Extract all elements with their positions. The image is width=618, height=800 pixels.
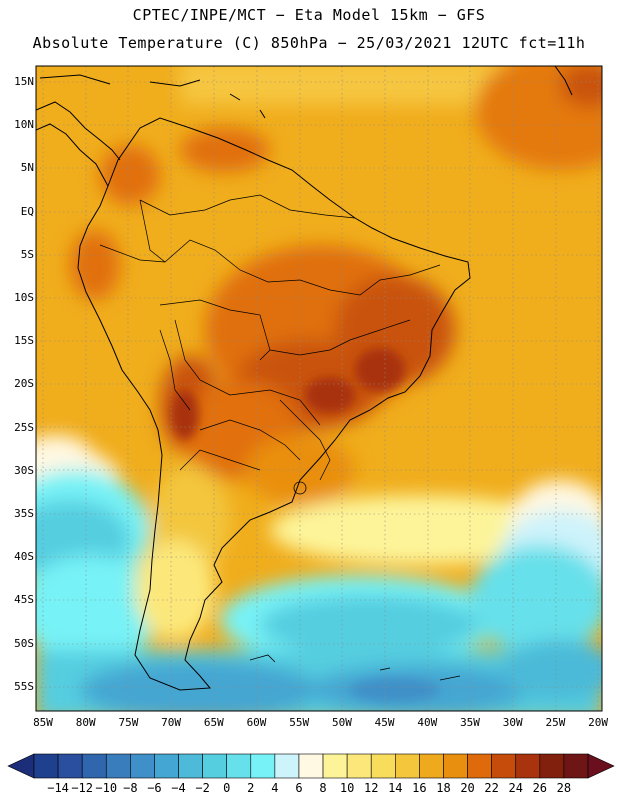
chart-title-line-2: Absolute Temperature (C) 850hPa − 25/03/… [32,34,586,52]
latitude-label: 50S [14,636,34,650]
longitude-label: 45W [374,716,395,729]
colorbar-swatch [563,753,589,779]
latitude-label: 10N [14,118,34,132]
colorbar-arrow-left [7,753,35,779]
colorbar-tick-label: 18 [436,781,451,795]
colorbar-swatch [130,753,155,779]
latitude-label: 40S [14,550,34,564]
latitude-label: 5S [20,247,34,261]
colorbar-tick-label: −8 [123,781,138,795]
colorbar-swatch [81,753,107,779]
colorbar-swatch [154,753,179,779]
temperature-field [36,66,602,711]
longitude-label: 25W [545,716,566,729]
colorbar-tick-label: 2 [247,781,255,795]
colorbar-tick-label: 12 [363,781,379,795]
colorbar-tick-label: −4 [171,781,186,795]
colorbar-swatch [298,753,324,779]
latitude-label: EQ [20,204,34,218]
colorbar-tick-label: 26 [532,781,548,795]
colorbar-tick-label: 16 [412,781,427,795]
colorbar-tick-label: −14 [47,781,69,795]
colorbar-swatch [467,753,492,779]
latitude-label: 15N [14,75,34,88]
colorbar-tick-label: 8 [319,781,327,795]
colorbar-swatch [443,753,468,779]
colorbar-swatch [370,753,396,779]
latitude-label: 15S [14,334,34,348]
coastline-central-america [36,101,121,187]
colorbar-swatch [539,753,565,779]
colorbar-tick-label: 28 [556,781,572,795]
colorbar-swatch [515,753,541,779]
longitude-label: 30W [502,716,523,729]
colorbar-arrow-right [587,753,615,779]
colorbar-swatch [395,753,420,779]
country-borders [99,194,441,481]
latitude-label: 55S [14,679,34,693]
latitude-label: 35S [14,507,34,520]
colorbar-tick-label: 0 [223,781,231,795]
colorbar-swatch [202,753,227,779]
latitude-label: 5N [20,161,34,175]
latitude-label: 25S [14,420,34,434]
colorbar-tick-label: −6 [147,781,162,795]
colorbar-tick-label: −12 [71,781,94,795]
colorbar-tick-label: −10 [95,781,118,795]
longitude-label: 20W [588,716,609,729]
longitude-label: 55W [289,716,310,729]
colorbar-swatch [33,753,59,779]
chart-title-line-1: CPTEC/INPE/MCT − Eta Model 15km − GFS [132,6,486,24]
longitude-label: 40W [417,716,438,729]
longitude-label: 70W [161,716,182,729]
longitude-label: 50W [331,716,352,729]
map-frame [35,65,603,712]
colorbar-swatch [178,753,203,779]
colorbar-swatch [250,753,276,779]
latitude-label: 20S [14,377,34,391]
colorbar-swatch [419,753,444,779]
colorbar-swatch [274,753,300,779]
colorbar-swatch [322,753,348,779]
longitude-label: 35W [460,716,480,729]
longitude-label: 80W [75,716,96,729]
colorbar [7,753,615,779]
colorbar-tick-label: 6 [295,781,303,795]
colorbar-tick-label: 22 [484,781,499,795]
colorbar-tick-label: 4 [271,781,279,795]
longitude-label: 85W [33,716,53,729]
longitude-label: 60W [246,716,267,729]
colorbar-tick-label: 20 [460,781,475,795]
colorbar-swatch [491,753,517,779]
longitude-label: 65W [203,716,224,729]
colorbar-tick-label: 14 [388,781,403,795]
colorbar-swatch [57,753,83,779]
colorbar-swatch [346,753,372,779]
colorbar-swatch [226,753,252,779]
longitude-label: 75W [118,716,139,729]
latitude-label: 45S [14,593,34,607]
colorbar-tick-label: −2 [195,781,210,795]
colorbar-tick-label: 10 [339,781,355,795]
coastline-caribbean [39,66,573,119]
coastline-south-america [77,117,471,691]
colorbar-swatch [105,753,131,779]
colorbar-tick-label: 24 [508,781,523,795]
latitude-label: 30S [14,463,34,477]
latitude-label: 10S [14,291,34,304]
